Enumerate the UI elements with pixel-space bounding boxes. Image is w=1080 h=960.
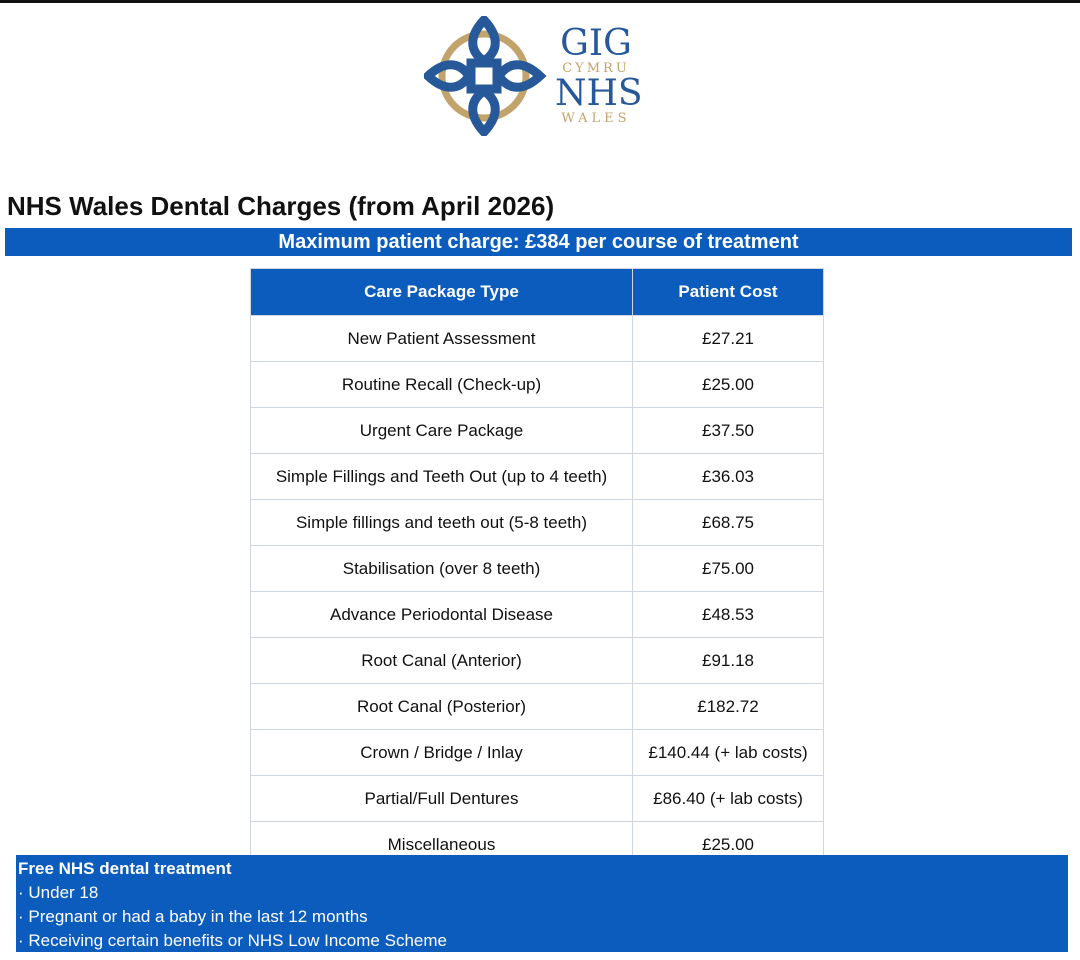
care-package-cell: Root Canal (Posterior) [250,683,633,730]
logo-gig: GIG [560,23,632,64]
logo-cymru: CYMRU [562,61,630,76]
table-row: Root Canal (Posterior) £182.72 [250,683,824,730]
table-row: Routine Recall (Check-up) £25.00 [250,361,824,408]
free-item: · Under 18 [18,883,99,902]
patient-cost-cell: £75.00 [632,545,824,592]
table-row: Simple Fillings and Teeth Out (up to 4 t… [250,453,824,500]
max-charge-banner: Maximum patient charge: £384 per course … [5,228,1072,256]
care-package-cell: Urgent Care Package [250,407,633,454]
table-row: Urgent Care Package £37.50 [250,407,824,454]
care-package-cell: Root Canal (Anterior) [250,637,633,684]
care-package-cell: Crown / Bridge / Inlay [250,729,633,776]
table-header-row: Care Package Type Patient Cost [250,268,824,316]
top-border [0,0,1080,3]
table-row: Partial/Full Dentures £86.40 (+ lab costs… [250,775,824,822]
patient-cost-cell: £86.40 (+ lab costs) [632,775,824,822]
patient-cost-cell: £37.50 [632,407,824,454]
patient-cost-cell: £48.53 [632,591,824,638]
patient-cost-cell: £27.21 [632,315,824,362]
patient-cost-cell: £91.18 [632,637,824,684]
logo-nhs: NHS [555,73,643,114]
free-treatment-box: Free NHS dental treatment · Under 18 · P… [16,855,1068,952]
table-row: Root Canal (Anterior) £91.18 [250,637,824,684]
table-row: Advance Periodontal Disease £48.53 [250,591,824,638]
page-title: NHS Wales Dental Charges (from April 202… [7,191,555,221]
free-heading: Free NHS dental treatment [18,859,232,878]
patient-cost-cell: £68.75 [632,499,824,546]
care-package-cell: Simple fillings and teeth out (5-8 teeth… [250,499,633,546]
header-patient-cost: Patient Cost [632,268,824,316]
care-package-cell: Partial/Full Dentures [250,775,633,822]
logo-wales: WALES [561,111,631,126]
free-item: · Receiving certain benefits or NHS Low … [18,931,447,950]
care-package-cell: Advance Periodontal Disease [250,591,633,638]
table-row: Stabilisation (over 8 teeth) £75.00 [250,545,824,592]
care-package-cell: Routine Recall (Check-up) [250,361,633,408]
patient-cost-cell: £36.03 [632,453,824,500]
patient-cost-cell: £140.44 (+ lab costs) [632,729,824,776]
table-row: Simple fillings and teeth out (5-8 teeth… [250,499,824,546]
charges-table: Care Package Type Patient Cost New Patie… [250,268,824,868]
care-package-cell: Stabilisation (over 8 teeth) [250,545,633,592]
free-item: · Pregnant or had a baby in the last 12 … [18,907,368,926]
patient-cost-cell: £182.72 [632,683,824,730]
patient-cost-cell: £25.00 [632,361,824,408]
table-row: Crown / Bridge / Inlay £140.44 (+ lab cos… [250,729,824,776]
table-row: New Patient Assessment £27.21 [250,315,824,362]
logo-wordmark: GIG CYMRU NHS WALES [555,23,643,126]
header-care-package: Care Package Type [250,268,633,316]
nhs-wales-logo-icon [424,16,547,136]
care-package-cell: New Patient Assessment [250,315,633,362]
care-package-cell: Simple Fillings and Teeth Out (up to 4 t… [250,453,633,500]
